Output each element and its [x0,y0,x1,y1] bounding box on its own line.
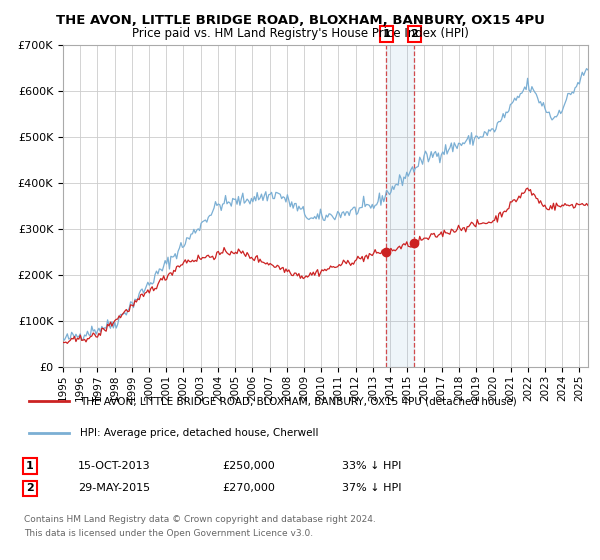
Bar [386,45,415,367]
Text: HPI: Average price, detached house, Cherwell: HPI: Average price, detached house, Cher… [80,428,319,438]
Text: 37% ↓ HPI: 37% ↓ HPI [342,483,401,493]
Text: 2: 2 [26,483,34,493]
Text: Contains HM Land Registry data © Crown copyright and database right 2024.: Contains HM Land Registry data © Crown c… [24,515,376,524]
Text: 33% ↓ HPI: 33% ↓ HPI [342,461,401,471]
Text: Price paid vs. HM Land Registry's House Price Index (HPI): Price paid vs. HM Land Registry's House … [131,27,469,40]
Text: 15-OCT-2013: 15-OCT-2013 [78,461,151,471]
Text: THE AVON, LITTLE BRIDGE ROAD, BLOXHAM, BANBURY, OX15 4PU: THE AVON, LITTLE BRIDGE ROAD, BLOXHAM, B… [56,14,544,27]
Text: £270,000: £270,000 [222,483,275,493]
Text: 1: 1 [26,461,34,471]
Text: 1: 1 [383,29,391,39]
Text: 29-MAY-2015: 29-MAY-2015 [78,483,150,493]
Text: £250,000: £250,000 [222,461,275,471]
Text: This data is licensed under the Open Government Licence v3.0.: This data is licensed under the Open Gov… [24,529,313,538]
Text: 2: 2 [410,29,418,39]
Text: THE AVON, LITTLE BRIDGE ROAD, BLOXHAM, BANBURY, OX15 4PU (detached house): THE AVON, LITTLE BRIDGE ROAD, BLOXHAM, B… [80,396,517,406]
